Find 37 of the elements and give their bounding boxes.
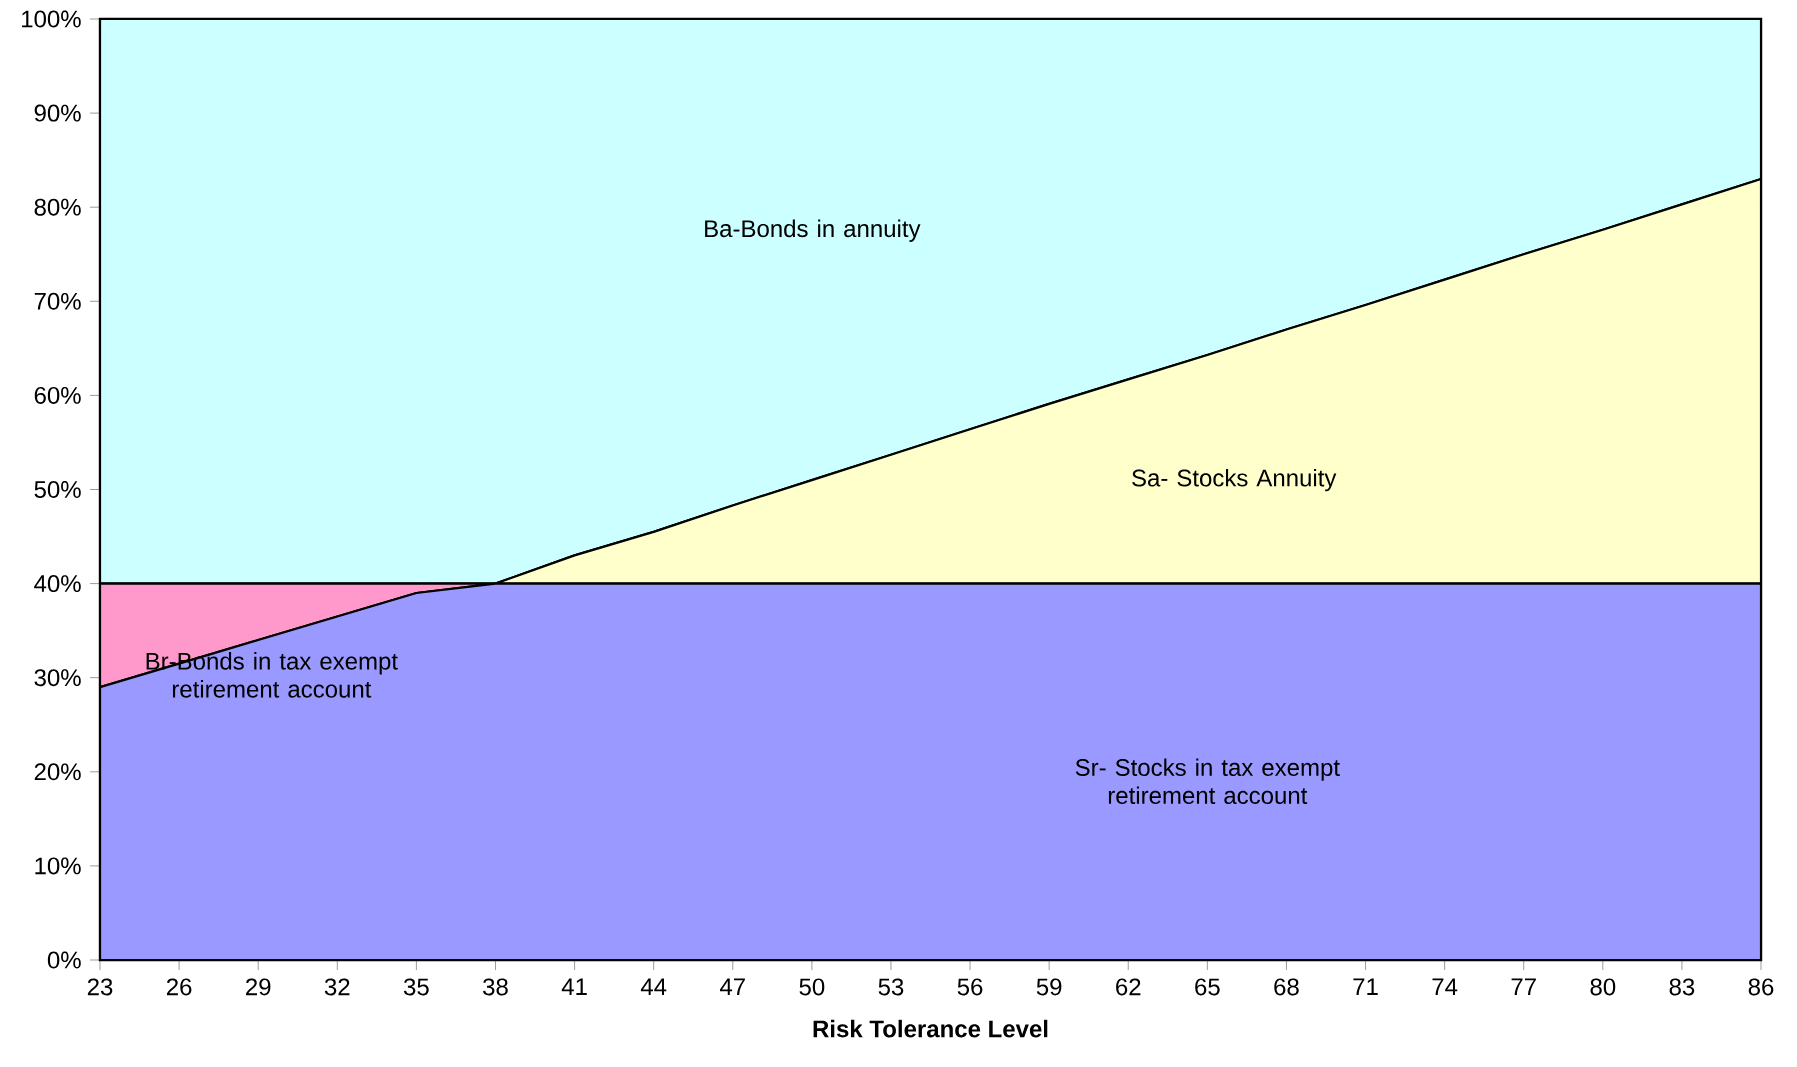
x-tick-label: 59 [1036,978,1062,996]
x-tick-label: 86 [1748,978,1774,996]
x-tick-label: 26 [166,978,192,996]
series-label: Ba-Bonds in annuity [705,219,921,242]
y-tick-label: 40% [34,575,81,593]
y-tick-label: 80% [34,198,81,216]
series-label: Sa- Stocks Annuity [1132,468,1337,492]
x-tick-label: 71 [1353,978,1378,995]
x-tick-label: 77 [1511,978,1536,995]
y-tick-label: 100% [22,10,81,28]
y-tick-label: 10% [35,857,81,875]
x-tick-label: 62 [1116,978,1141,996]
y-tick-label: 60% [34,386,81,404]
y-tick-label: 90% [34,104,81,122]
x-tick-label: 47 [719,978,745,995]
x-tick-label: 44 [640,978,667,995]
x-tick-label: 56 [957,978,983,996]
x-tick-label: 32 [324,978,350,996]
x-tick-label: 38 [483,978,508,996]
y-tick-label: 70% [34,292,81,310]
y-tick-label: 0% [47,951,81,969]
x-tick-label: 74 [1432,978,1458,995]
y-tick-label: 30% [34,669,81,687]
x-tick-label: 80 [1590,978,1616,996]
x-tick-label: 29 [246,978,271,996]
y-tick-label: 20% [34,763,81,781]
x-tick-label: 23 [87,978,113,996]
series-label: Sr- Stocks in tax exempt retirement account [1075,758,1340,805]
x-tick-label: 53 [878,978,904,996]
x-tick-label: 68 [1274,978,1299,996]
y-tick-label: 50% [34,481,81,498]
x-tick-label: 65 [1195,978,1220,996]
x-tick-label: 50 [799,978,825,996]
x-tick-label: 35 [403,978,429,996]
x-axis-title: Risk Tolerance Level [813,1019,1048,1038]
x-tick-label: 83 [1669,978,1695,996]
x-tick-label: 41 [561,978,587,995]
